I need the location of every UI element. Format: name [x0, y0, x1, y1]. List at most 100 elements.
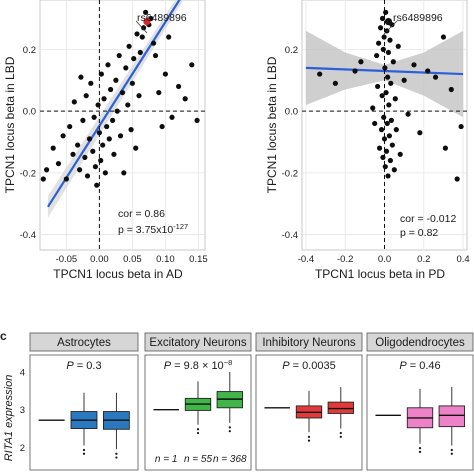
- y-tick-label: 3: [20, 405, 25, 416]
- data-point: [136, 93, 142, 99]
- x-tick-label: 0.4: [456, 254, 469, 265]
- p-value-label: P = 0.46: [399, 360, 440, 372]
- data-point: [123, 65, 129, 71]
- sample-size-label: n = 368: [213, 454, 247, 465]
- data-point: [194, 117, 200, 123]
- data-point: [317, 71, 323, 77]
- data-point: [380, 154, 386, 161]
- highlight-point: [143, 18, 151, 26]
- box-1: [295, 390, 323, 442]
- data-point: [78, 74, 84, 80]
- x-axis-label: TPCN1 locus beta in PD: [315, 267, 445, 281]
- p-value-label: P = 9.8 × 10−8: [164, 358, 233, 372]
- data-point: [383, 9, 389, 15]
- data-point: [381, 114, 387, 120]
- box-2: [327, 387, 354, 438]
- outlier-point: [228, 430, 231, 433]
- data-point: [80, 117, 86, 123]
- data-point: [381, 136, 388, 142]
- stat-p: p = 0.82: [400, 227, 438, 239]
- data-point: [101, 96, 107, 102]
- x-tick-label: 0.10: [156, 254, 175, 265]
- p-symbol: P: [399, 360, 407, 372]
- facet-0: Astrocytes P = 0.3: [29, 332, 139, 471]
- data-point: [141, 25, 147, 31]
- data-point: [131, 56, 137, 62]
- data-point: [387, 37, 393, 43]
- p-value-label: P = 0.3: [66, 360, 101, 372]
- y-tick-label: 0.0: [23, 107, 36, 118]
- data-point: [386, 133, 393, 139]
- outlier-point: [115, 452, 118, 455]
- p-exponent: −8: [224, 358, 233, 367]
- data-point: [417, 130, 423, 136]
- data-point: [379, 15, 386, 22]
- data-points: [317, 9, 464, 182]
- facet-title: Oligodendrocytes: [375, 337, 465, 349]
- data-point: [55, 160, 62, 167]
- data-point: [458, 123, 464, 130]
- data-point: [71, 99, 77, 105]
- data-point: [98, 71, 104, 77]
- x-tick-label: 0.15: [189, 254, 208, 265]
- data-point: [119, 89, 126, 96]
- facet-title: Inhibitory Neurons: [262, 337, 356, 349]
- data-point: [376, 145, 383, 151]
- data-point: [100, 142, 106, 148]
- stat-p-exponent: -127: [173, 222, 188, 231]
- data-point: [375, 83, 381, 90]
- outlier-point: [307, 435, 311, 438]
- data-point: [139, 34, 145, 40]
- y-tick-label: 0.0: [285, 107, 298, 118]
- data-point: [182, 96, 188, 102]
- y-tick-label: -0.2: [20, 168, 36, 179]
- data-point: [442, 145, 448, 151]
- data-point: [86, 136, 93, 142]
- data-point: [106, 136, 112, 142]
- data-point: [387, 157, 393, 164]
- data-point: [95, 102, 101, 108]
- facet-2: Inhibitory Neurons P = 0.0035: [255, 332, 363, 471]
- data-point: [92, 164, 99, 170]
- data-point: [84, 173, 91, 179]
- data-point: [189, 62, 195, 68]
- outlier-point: [82, 452, 86, 455]
- data-point: [91, 114, 97, 120]
- x-tick-label: -0.4: [298, 254, 314, 265]
- annotation-leader-line: [135, 20, 148, 34]
- p-value: = 0.0035: [290, 360, 336, 372]
- outlier-point: [418, 447, 422, 450]
- x-tick-label: 0.00: [90, 254, 109, 265]
- data-point: [60, 133, 66, 139]
- data-point: [98, 157, 104, 164]
- stat-p-base: p = 3.75x10: [118, 224, 173, 236]
- data-point: [96, 130, 102, 136]
- box-body: [327, 401, 354, 414]
- data-point: [383, 148, 390, 154]
- outlier-point: [339, 431, 342, 435]
- facet-3: Oligodendrocytes P = 0.46: [366, 332, 474, 471]
- tick-labels: -0.05 0.00 0.05 0.10 0.15 0.2 0.0 -0.2 -0.4: [20, 45, 208, 265]
- data-point: [405, 111, 411, 117]
- data-point: [432, 74, 439, 80]
- data-point: [82, 154, 88, 161]
- box-2: [102, 392, 130, 459]
- outlier-point: [307, 439, 311, 442]
- data-point: [111, 151, 117, 157]
- data-point: [150, 40, 157, 46]
- data-point: [40, 176, 46, 182]
- outlier-point: [339, 435, 342, 438]
- data-point: [388, 117, 394, 123]
- facet-1: Excitatory Neurons P = 9.8 × 10−8 n = 1 n =…: [144, 332, 252, 471]
- data-point: [104, 123, 110, 130]
- data-point: [382, 164, 388, 170]
- data-point: [152, 52, 159, 59]
- facet-strip: [255, 332, 363, 352]
- data-point: [162, 71, 168, 77]
- data-point: [114, 108, 120, 114]
- data-point: [392, 96, 398, 102]
- outlier-point: [450, 452, 453, 455]
- x-tick-label: 0.05: [123, 254, 142, 265]
- plot-background: [39, 0, 206, 251]
- data-point: [134, 31, 140, 37]
